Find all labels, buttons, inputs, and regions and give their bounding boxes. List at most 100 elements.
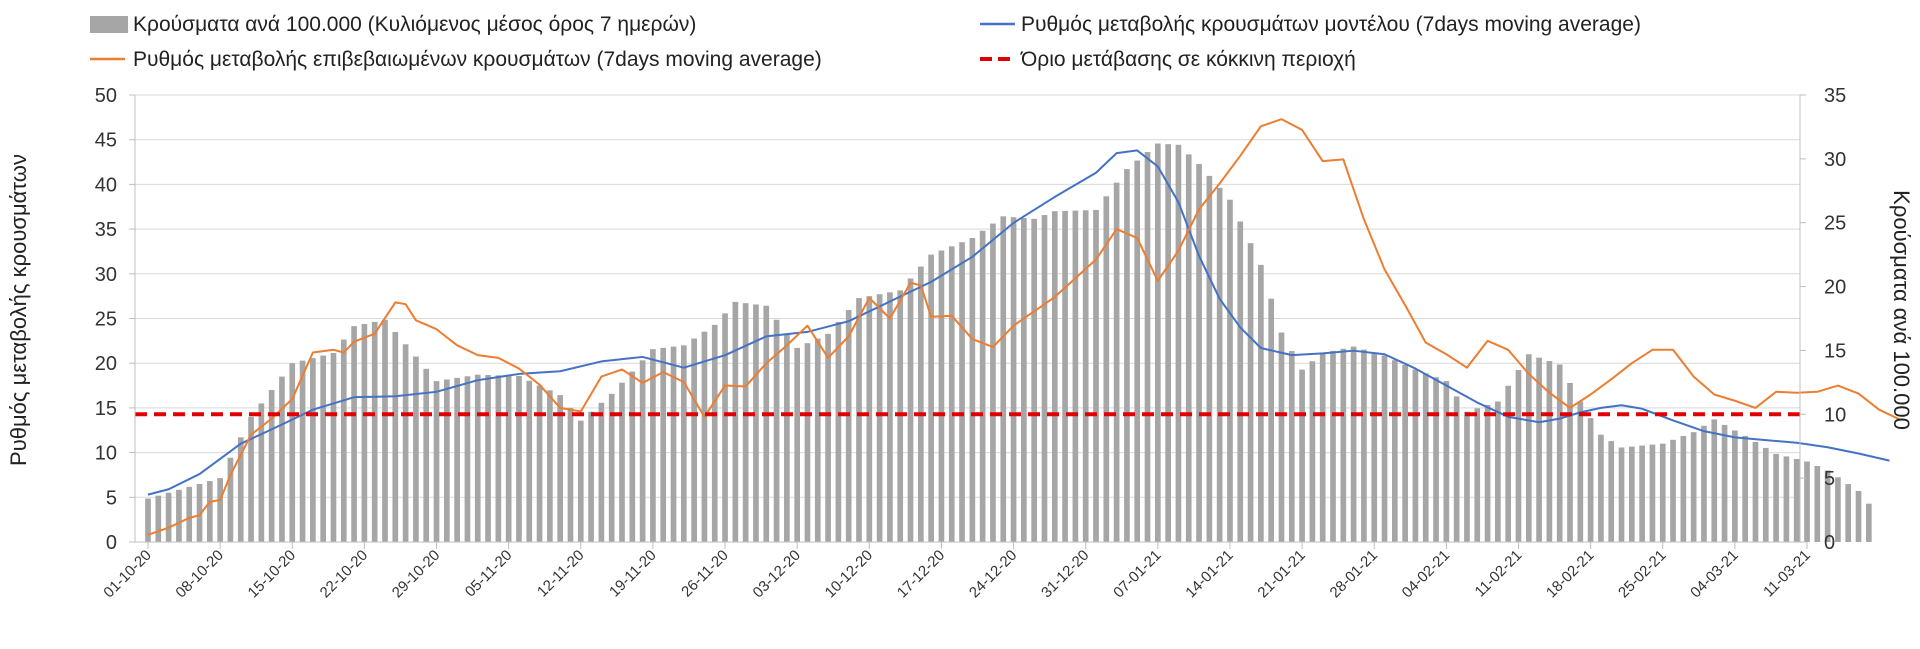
bar [268, 390, 275, 542]
bar [660, 347, 667, 542]
x-tick-label: 11-03-21 [1760, 547, 1814, 601]
bar [1474, 408, 1481, 542]
bar [1216, 187, 1223, 542]
bar [145, 498, 151, 542]
x-tick-label: 29-10-20 [389, 547, 443, 601]
bar [402, 344, 409, 542]
bar [1865, 503, 1872, 542]
bar [1041, 215, 1048, 542]
legend-label-bars: Κρούσματα ανά 100.000 (Κυλιόμενος μέσος … [133, 13, 696, 36]
left-tick-label: 5 [106, 487, 117, 509]
bar [990, 223, 996, 542]
right-tick-label: 20 [1824, 277, 1846, 299]
x-tick-label: 17-12-20 [894, 547, 948, 601]
bar [794, 347, 801, 542]
x-tick-label: 04-03-21 [1687, 547, 1741, 601]
bar [1268, 298, 1275, 542]
bar [629, 371, 636, 542]
bar [464, 376, 471, 542]
bar [443, 379, 450, 542]
x-tick-label: 21-01-21 [1254, 547, 1308, 601]
bar [1701, 425, 1707, 542]
right-tick-label: 0 [1824, 532, 1835, 554]
bar [351, 326, 357, 542]
bar [1433, 377, 1439, 542]
bar [1639, 445, 1645, 542]
bar [1072, 210, 1079, 542]
legend: Κρούσματα ανά 100.000 (Κυλιόμενος μέσος … [90, 13, 1641, 71]
bar [1103, 196, 1110, 542]
bar [1835, 477, 1841, 542]
bar [1618, 447, 1625, 542]
bar [577, 420, 584, 542]
bar [176, 489, 182, 542]
bar [711, 324, 718, 542]
bar [1000, 216, 1007, 543]
bar [1598, 434, 1604, 542]
bar [1567, 382, 1573, 542]
bar [1855, 490, 1862, 542]
bar [516, 375, 522, 542]
bar [557, 395, 564, 542]
x-tick-label: 25-02-21 [1615, 547, 1669, 601]
bar [1484, 404, 1491, 542]
bar [1628, 446, 1635, 542]
bar [1680, 435, 1687, 542]
x-tick-label: 03-12-20 [750, 547, 804, 601]
bar [1113, 182, 1120, 542]
bar [742, 303, 749, 542]
bar [959, 242, 965, 542]
right-tick-label: 35 [1824, 85, 1846, 107]
left-tick-label: 40 [95, 174, 117, 196]
bar [1587, 418, 1594, 542]
left-tick-label: 35 [95, 219, 117, 241]
bar [1732, 430, 1738, 542]
legend-swatch-bars [90, 16, 128, 33]
bar [598, 402, 605, 542]
bar [979, 230, 986, 542]
right-tick-label: 30 [1824, 149, 1846, 171]
bar [1330, 350, 1336, 542]
right-tick-label: 15 [1824, 340, 1846, 362]
bar [650, 349, 656, 542]
bar [1546, 361, 1553, 542]
bar [1134, 160, 1141, 542]
bar [691, 338, 697, 542]
bar [1391, 360, 1398, 542]
bar [856, 298, 862, 542]
bar [1721, 424, 1728, 542]
x-tick-label: 01-10-20 [100, 547, 154, 601]
bar [814, 338, 821, 542]
bar [938, 250, 945, 543]
bar [289, 363, 296, 542]
bar [1824, 470, 1831, 542]
x-tick-label: 24-12-20 [966, 547, 1020, 601]
bar [1124, 169, 1130, 542]
bar [887, 292, 893, 542]
bar [835, 321, 842, 542]
bar [1021, 218, 1027, 542]
bar [258, 403, 265, 542]
right-tick-label: 10 [1824, 404, 1846, 426]
bar [206, 481, 213, 542]
bar [330, 352, 337, 542]
bar [639, 360, 646, 542]
left-tick-label: 20 [95, 353, 117, 375]
left-tick-label: 15 [95, 398, 117, 420]
bar [505, 375, 512, 542]
x-tick-label: 15-10-20 [245, 547, 299, 601]
right-axis-title: Κρούσματα ανά 100.000 [1889, 190, 1914, 430]
bar [1206, 175, 1213, 542]
bar [299, 360, 306, 542]
bar [1278, 332, 1285, 542]
bar-series [145, 143, 1872, 543]
bar [825, 333, 831, 542]
bar [495, 375, 502, 542]
bar [155, 495, 162, 542]
bar [804, 343, 811, 542]
left-tick-label: 45 [95, 130, 117, 152]
bar [196, 483, 203, 542]
bar [1371, 352, 1378, 542]
right-tick-label: 25 [1824, 213, 1846, 235]
bar [1659, 443, 1666, 542]
